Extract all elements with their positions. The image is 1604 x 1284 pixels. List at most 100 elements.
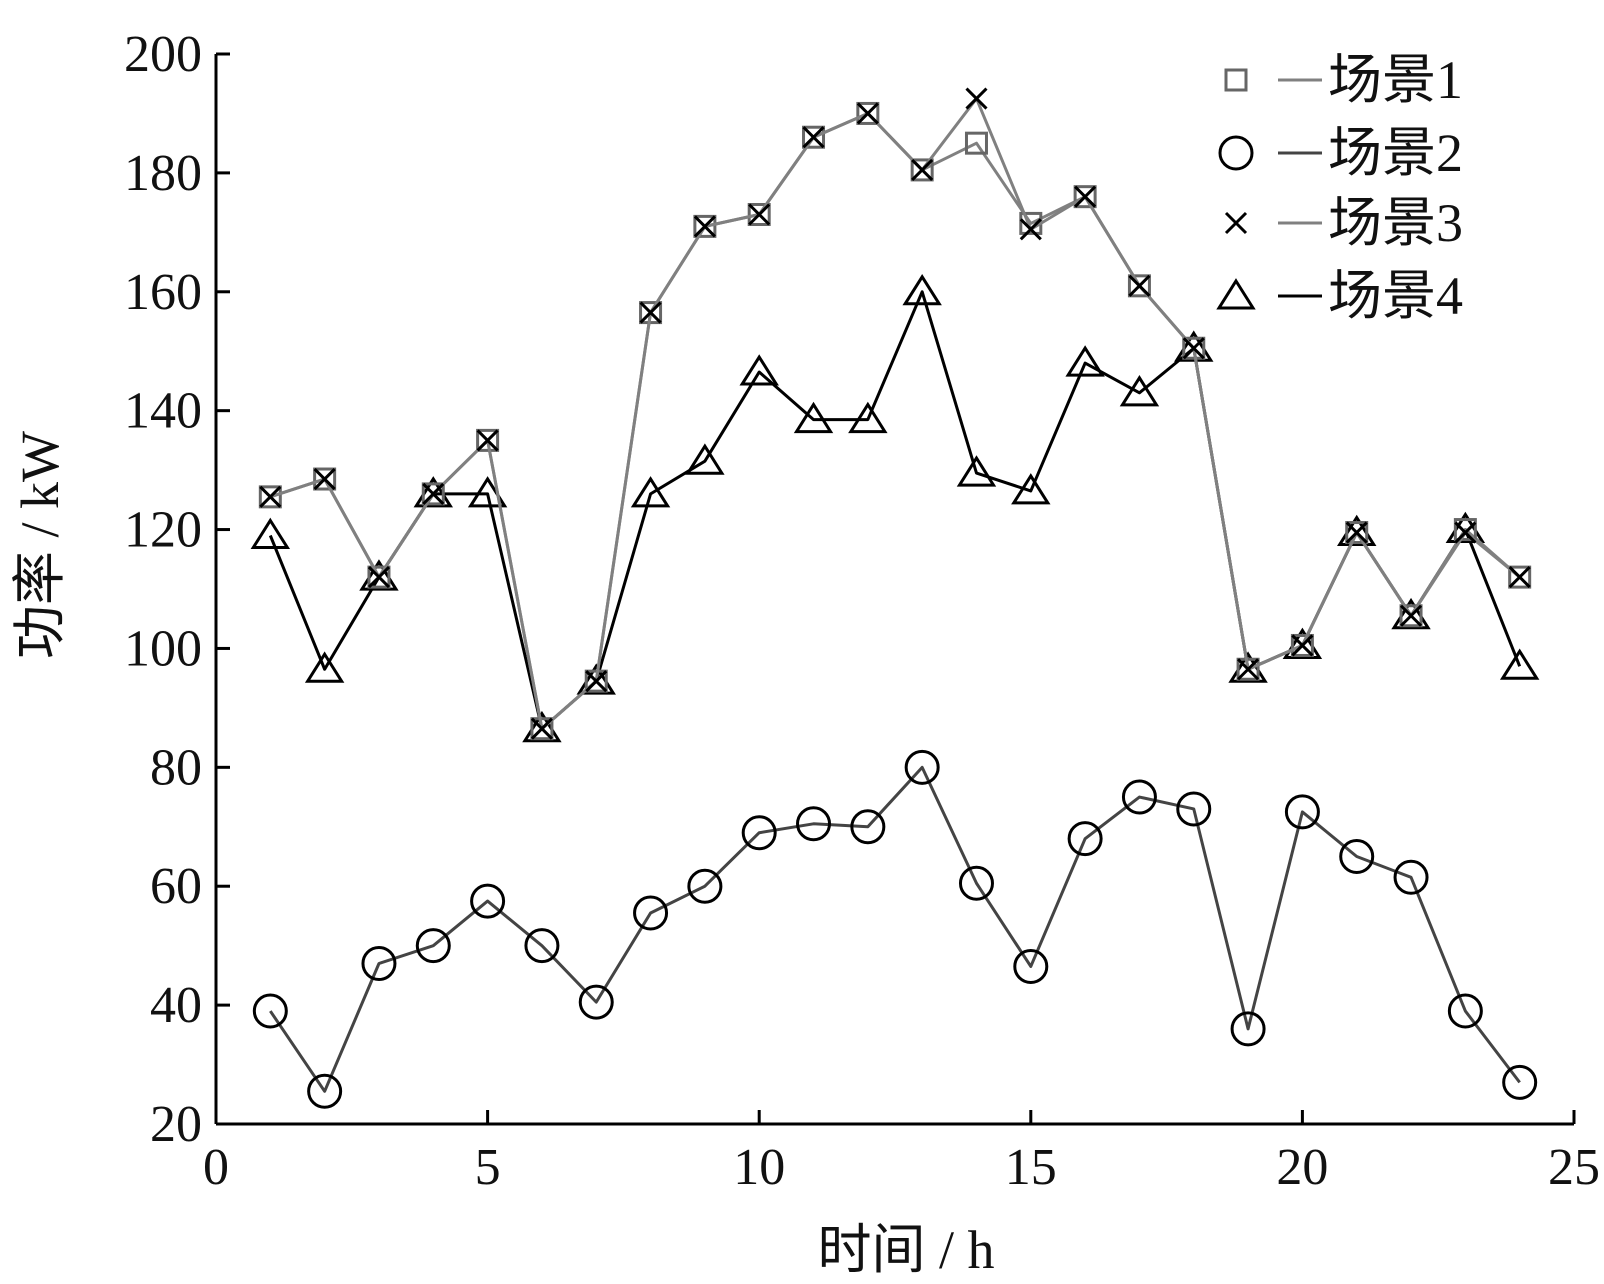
data-point-square [964,131,988,155]
legend-label: 场景4 [1328,266,1463,326]
y-tick-label: 80 [150,739,202,796]
legend-marker-circle [1218,135,1254,171]
data-point-x [313,467,336,491]
legend-item: 场景1 [1224,50,1463,110]
data-point-x [1345,521,1368,544]
legend-label: 场景1 [1328,50,1463,110]
data-point-triangle [902,273,942,306]
plot-area [250,87,1540,1109]
data-point-square [1236,657,1260,681]
data-point-triangle [304,651,345,683]
axes: 0 5 10 15 20 25 20 40 60 80 100 120 140 160 180 200 [124,26,1600,1196]
data-point-triangle [685,443,725,475]
data-point-circle [850,809,886,845]
data-point-square [421,482,445,506]
data-point-square [530,717,554,741]
series-line [269,765,1521,1093]
data-point-x [911,158,934,181]
data-point-square [693,214,717,238]
data-point-x [1182,337,1205,360]
data-point-circle [1230,1011,1266,1047]
data-point-circle [252,993,288,1029]
data-point-triangle [630,476,671,508]
data-point-circle [1393,859,1429,895]
data-point-circle [687,868,723,904]
legend-item: 场景3 [1224,193,1463,253]
data-point-circle [1176,791,1212,827]
legend-marker-triangle [1216,278,1256,310]
y-tick-label: 180 [124,145,202,202]
x-tick-label: 5 [475,1139,501,1196]
data-point-circle [958,865,994,901]
data-point-square [1453,518,1477,542]
data-point-x [1291,634,1314,657]
data-point-x [367,566,391,589]
data-point-circle [1013,948,1049,984]
data-point-square [258,485,282,509]
data-point-triangle [848,401,888,434]
data-point-x [639,301,662,324]
data-point-circle [1339,839,1375,874]
data-point-triangle [793,401,834,434]
data-point-x [422,482,445,505]
data-point-circle [361,946,397,981]
y-tick-label: 200 [124,26,202,83]
data-point-x [530,717,553,740]
y-tick-label: 20 [150,1096,202,1153]
data-point-square [802,125,826,149]
data-point-square [1182,336,1206,360]
data-point-x [1454,521,1477,544]
y-tick-label: 140 [124,383,202,440]
data-point-x [856,102,879,125]
data-point-square [1345,521,1369,545]
series-2 [252,749,1538,1109]
data-point-circle [307,1073,343,1109]
legend-marker-x [1224,211,1248,235]
data-point-x [965,87,988,110]
data-point-triangle [1499,648,1540,680]
x-tick-label: 10 [733,1139,785,1196]
y-tick-label: 60 [150,858,202,915]
data-point-circle [1447,993,1483,1029]
x-tick-label: 15 [1005,1139,1057,1196]
data-point-square [910,158,934,182]
data-point-circle [578,984,614,1020]
series-line [268,290,1522,731]
y-tick-label: 160 [124,264,202,321]
series-3 [259,87,1531,740]
legend-label: 场景2 [1328,123,1463,183]
data-point-circle [415,928,451,964]
data-point-x [1508,566,1531,589]
data-point-circle [741,815,777,851]
legend-item: 场景4 [1216,266,1463,326]
y-tick-label: 100 [124,620,202,677]
data-point-circle [524,928,560,964]
legend-item: 场景2 [1218,123,1463,183]
data-point-x [585,670,608,693]
y-axis-title: 功率 / kW [10,431,70,659]
data-point-circle [904,749,940,785]
x-tick-label: 20 [1276,1139,1328,1196]
data-point-x [1237,658,1260,681]
data-point-square [476,428,500,452]
data-point-triangle [739,354,779,386]
data-point-x [802,126,825,149]
data-point-x [1399,604,1423,627]
data-point-x [693,215,716,238]
data-point-circle [470,883,506,919]
data-point-x [1074,185,1097,208]
legend-marker-square [1224,68,1248,92]
data-point-x [259,485,282,508]
x-tick-label: 25 [1548,1139,1600,1196]
data-point-triangle [956,455,997,487]
data-point-triangle [250,517,291,549]
data-point-circle [1284,794,1320,830]
data-point-triangle [1119,375,1160,407]
y-tick-label: 120 [124,502,202,559]
data-point-square [1399,604,1423,628]
series-4 [250,273,1540,743]
data-point-circle [1067,821,1103,857]
data-point-square [1290,633,1314,657]
data-point-circle [633,895,669,931]
data-point-x [1019,218,1042,241]
